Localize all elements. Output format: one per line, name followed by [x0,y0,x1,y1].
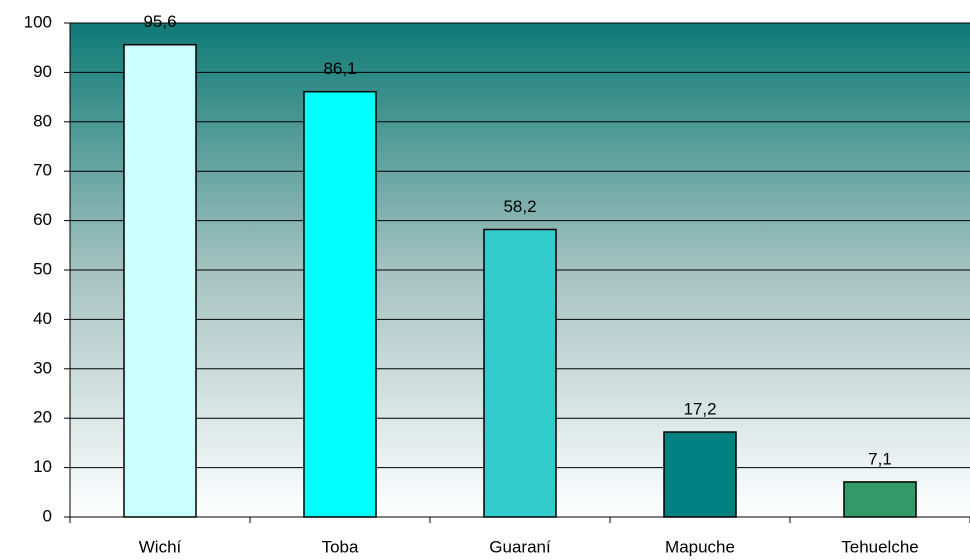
value-label: 17,2 [683,400,716,419]
value-label: 58,2 [503,197,536,216]
value-label: 95,6 [143,12,176,31]
y-tick-label: 0 [43,506,52,525]
y-tick-label: 60 [33,210,52,229]
value-label: 7,1 [868,449,892,468]
x-tick-label: Mapuche [665,537,735,556]
value-label: 86,1 [323,59,356,78]
y-tick-label: 70 [33,161,52,180]
y-tick-label: 80 [33,111,52,130]
x-tick-label: Tehuelche [841,537,919,556]
y-tick-label: 50 [33,259,52,278]
bar [303,90,377,518]
y-tick-label: 20 [33,408,52,427]
bar [483,228,557,518]
bar [663,431,737,518]
bar [843,481,917,518]
x-tick-label: Toba [322,537,359,556]
x-tick-label: Wichí [139,537,182,556]
y-tick-label: 90 [33,62,52,81]
y-tick-label: 40 [33,309,52,328]
y-tick-label: 30 [33,358,52,377]
y-tick-label: 10 [33,457,52,476]
y-tick-label: 100 [24,12,52,31]
bar [123,43,197,518]
x-tick-label: Guaraní [489,537,551,556]
